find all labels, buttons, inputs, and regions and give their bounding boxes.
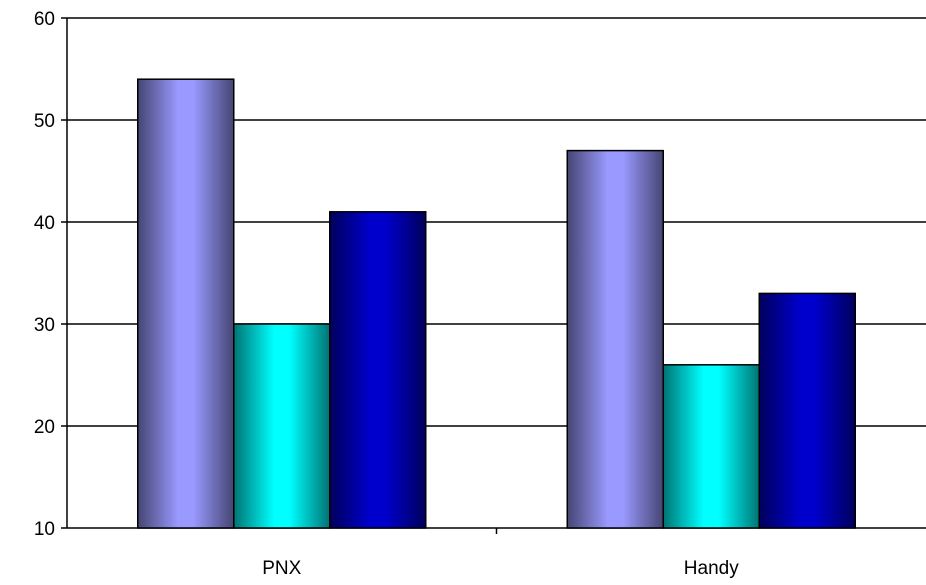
- bar-pnx-series-3: [329, 211, 427, 529]
- bar-pnx-series-2: [233, 323, 331, 529]
- bar-pnx-series-1: [137, 78, 235, 529]
- bar-handy-series-1: [566, 149, 664, 529]
- y-tick-label-40: 40: [34, 213, 55, 234]
- x-category-label-handy: Handy: [684, 558, 739, 579]
- labels: 10 20 30 40 50 60 PNX Handy: [34, 9, 739, 579]
- bars: [137, 78, 856, 529]
- y-tick-label-10: 10: [34, 519, 55, 540]
- y-tick-label-30: 30: [34, 315, 55, 336]
- bar-handy-series-2: [662, 364, 760, 529]
- y-tick-label-60: 60: [34, 9, 55, 30]
- x-category-label-pnx: PNX: [262, 558, 301, 579]
- y-tick-label-20: 20: [34, 417, 55, 438]
- y-tick-label-50: 50: [34, 111, 55, 132]
- bar-handy-series-3: [758, 292, 856, 529]
